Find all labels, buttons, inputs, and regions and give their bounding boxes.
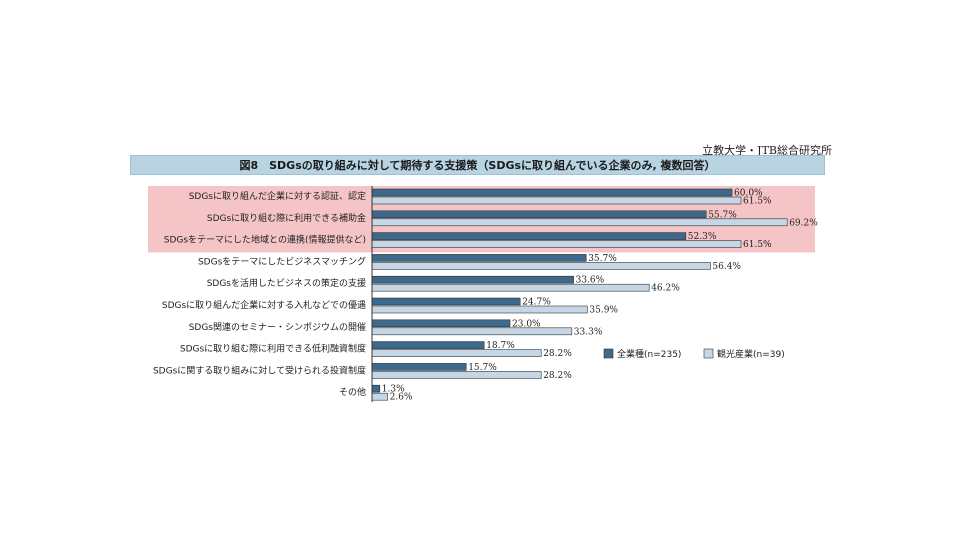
bar-tourism <box>371 305 588 314</box>
category-label: SDGsに取り組んだ企業に対する入札などでの優遇 <box>162 299 366 311</box>
bar-tourism <box>371 218 788 227</box>
bar-tourism <box>371 262 711 270</box>
data-label: 1.3% <box>382 385 405 395</box>
bar-all-industries <box>371 210 707 219</box>
bar-all-industries <box>371 232 687 240</box>
data-label: 61.5% <box>743 240 772 250</box>
data-label: 28.2% <box>543 349 572 359</box>
legend-label: 観光産業(n=39) <box>717 348 785 360</box>
category-label: SDGsをテーマにしたビジネスマッチング <box>198 255 366 267</box>
bar-tourism <box>371 240 742 248</box>
bar-all-industries <box>371 319 511 328</box>
category-label: SDGsに関する取り組みに対して受けられる投資制度 <box>153 364 366 376</box>
data-label: 35.7% <box>588 254 617 264</box>
bar-all-industries <box>371 275 574 284</box>
source-credit: 立教大学・JTB総合研究所 <box>702 144 832 157</box>
bar-all-industries <box>371 363 467 371</box>
data-label: 33.3% <box>574 327 603 337</box>
bar-all-industries <box>371 384 381 393</box>
bar-tourism <box>371 371 542 379</box>
data-label: 55.7% <box>708 210 737 220</box>
legend-label: 全業種(n=235) <box>617 348 681 360</box>
data-label: 24.7% <box>522 298 551 308</box>
legend-swatch-all-industries <box>603 348 614 359</box>
data-label: 15.7% <box>468 363 497 373</box>
data-label: 46.2% <box>651 284 680 294</box>
chart-title: 図8 SDGsの取り組みに対して期待する支援策（SDGsに取り組んでいる企業のみ… <box>130 155 825 175</box>
data-label: 18.7% <box>486 341 515 351</box>
data-label: 60.0% <box>734 189 763 199</box>
bar-all-industries <box>371 188 733 197</box>
bar-tourism <box>371 327 573 336</box>
category-label: SDGsに取り組む際に利用できる低利融資制度 <box>180 343 366 355</box>
bar-tourism <box>371 196 742 205</box>
category-label: SDGsをテーマにした地域との連携(情報提供など) <box>164 234 366 246</box>
bar-all-industries <box>371 341 485 349</box>
bar-all-industries <box>371 254 587 262</box>
legend-swatch-tourism <box>703 348 714 359</box>
data-label: 56.4% <box>712 262 741 272</box>
category-label: SDGsに取り組む際に利用できる補助金 <box>207 212 366 224</box>
data-label: 33.6% <box>576 276 605 286</box>
data-label: 23.0% <box>512 319 541 329</box>
category-label: SDGsを活用したビジネスの策定の支援 <box>207 277 366 289</box>
category-label: SDGsに取り組んだ企業に対する認証、認定 <box>189 190 366 202</box>
data-label: 52.3% <box>688 232 717 242</box>
data-label: 61.5% <box>743 197 772 207</box>
bar-tourism <box>371 392 388 401</box>
bar-tourism <box>371 349 542 357</box>
bar-tourism <box>371 283 650 292</box>
data-label: 2.6% <box>390 393 413 403</box>
category-label: その他 <box>339 386 366 398</box>
bar-all-industries <box>371 297 521 306</box>
data-label: 28.2% <box>543 371 572 381</box>
data-label: 69.2% <box>789 218 818 228</box>
data-label: 35.9% <box>589 306 618 316</box>
category-label: SDGs関連のセミナー・シンポジウムの開催 <box>189 321 366 333</box>
